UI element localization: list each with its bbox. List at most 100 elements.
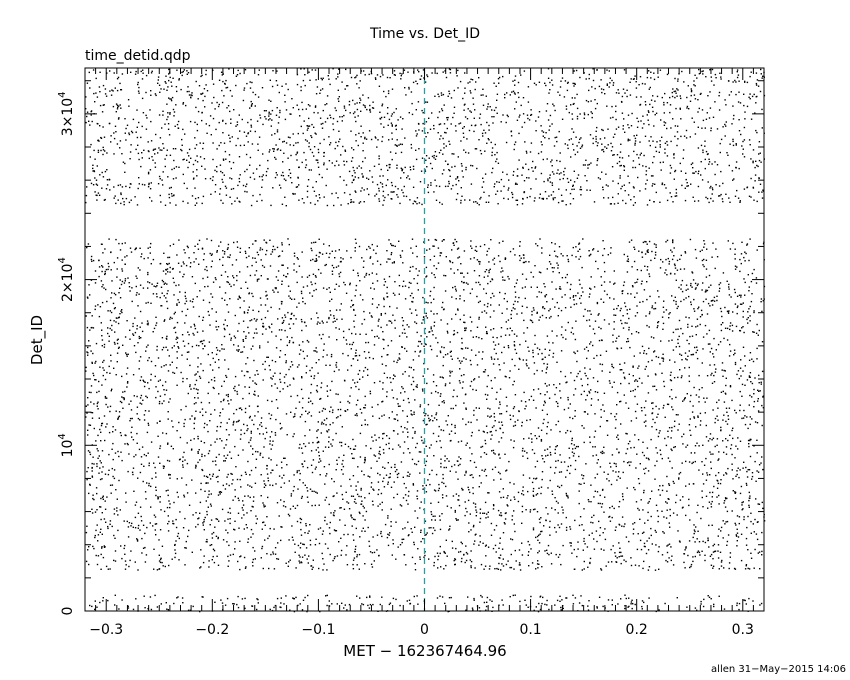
scatter-point bbox=[310, 415, 313, 417]
scatter-point bbox=[498, 242, 501, 244]
scatter-point bbox=[618, 551, 621, 554]
scatter-point bbox=[314, 275, 317, 277]
scatter-point bbox=[690, 563, 693, 566]
scatter-point bbox=[533, 362, 536, 364]
scatter-point bbox=[216, 250, 218, 252]
scatter-point bbox=[91, 361, 93, 364]
scatter-point bbox=[326, 321, 328, 323]
scatter-point bbox=[435, 267, 438, 270]
scatter-point bbox=[156, 349, 158, 351]
scatter-point bbox=[469, 474, 471, 476]
scatter-point bbox=[546, 268, 548, 270]
scatter-point bbox=[418, 451, 421, 453]
scatter-point bbox=[323, 563, 325, 565]
scatter-point bbox=[368, 492, 370, 495]
scatter-point bbox=[600, 451, 602, 454]
scatter-point bbox=[631, 607, 633, 610]
scatter-point bbox=[164, 381, 167, 383]
scatter-point bbox=[280, 526, 282, 528]
scatter-point bbox=[725, 473, 728, 475]
scatter-point bbox=[614, 555, 617, 557]
scatter-point bbox=[124, 434, 126, 436]
scatter-point bbox=[131, 417, 133, 420]
scatter-point bbox=[207, 285, 209, 288]
scatter-point bbox=[750, 552, 752, 554]
scatter-point bbox=[237, 298, 239, 300]
scatter-point bbox=[724, 306, 726, 309]
scatter-point bbox=[441, 306, 443, 309]
scatter-point bbox=[281, 477, 283, 479]
scatter-point bbox=[709, 491, 711, 494]
scatter-point bbox=[194, 325, 196, 327]
scatter-point bbox=[108, 340, 110, 342]
scatter-point bbox=[434, 515, 436, 517]
scatter-point bbox=[512, 415, 514, 417]
scatter-point bbox=[121, 401, 123, 404]
scatter-point bbox=[116, 276, 118, 278]
scatter-point bbox=[376, 245, 378, 247]
scatter-point bbox=[101, 335, 103, 337]
scatter-point bbox=[423, 241, 425, 243]
scatter-point bbox=[100, 440, 102, 442]
scatter-point bbox=[168, 256, 171, 259]
scatter-point bbox=[573, 351, 575, 353]
scatter-point bbox=[588, 390, 590, 393]
scatter-point bbox=[265, 253, 267, 256]
scatter-point bbox=[703, 240, 705, 242]
scatter-point bbox=[333, 512, 335, 514]
scatter-point bbox=[310, 392, 312, 394]
scatter-point bbox=[324, 516, 326, 518]
scatter-point bbox=[172, 243, 175, 245]
scatter-point bbox=[705, 495, 708, 497]
scatter-point bbox=[418, 340, 420, 343]
scatter-point bbox=[207, 482, 209, 484]
scatter-point bbox=[133, 490, 135, 492]
scatter-point bbox=[606, 420, 609, 422]
scatter-point bbox=[122, 397, 124, 399]
scatter-point bbox=[475, 407, 477, 409]
scatter-point bbox=[271, 385, 273, 387]
scatter-point bbox=[500, 514, 502, 517]
scatter-point bbox=[351, 453, 353, 455]
scatter-point bbox=[704, 559, 706, 562]
scatter-point bbox=[109, 319, 112, 322]
scatter-point bbox=[723, 337, 725, 340]
scatter-point bbox=[334, 257, 336, 259]
scatter-point bbox=[454, 558, 456, 560]
scatter-point bbox=[509, 481, 511, 484]
scatter-point bbox=[612, 334, 614, 336]
scatter-point bbox=[236, 279, 238, 282]
scatter-point bbox=[454, 426, 456, 429]
scatter-point bbox=[87, 404, 89, 406]
scatter-point bbox=[555, 424, 557, 426]
scatter-point bbox=[404, 527, 406, 529]
scatter-point bbox=[649, 295, 651, 298]
scatter-point bbox=[611, 505, 613, 508]
scatter-point bbox=[93, 374, 95, 377]
scatter-point bbox=[514, 394, 517, 396]
scatter-point bbox=[293, 474, 295, 476]
scatter-point bbox=[264, 539, 266, 541]
scatter-point bbox=[216, 518, 219, 521]
scatter-point bbox=[578, 602, 581, 604]
scatter-point bbox=[186, 492, 189, 494]
scatter-point bbox=[685, 358, 687, 360]
scatter-point bbox=[245, 281, 247, 283]
scatter-point bbox=[262, 567, 264, 570]
scatter-point bbox=[147, 322, 149, 324]
scatter-point bbox=[514, 300, 516, 303]
scatter-point bbox=[716, 438, 719, 440]
scatter-point bbox=[485, 425, 488, 427]
scatter-point bbox=[657, 325, 659, 327]
scatter-point bbox=[130, 409, 133, 411]
scatter-point bbox=[693, 417, 696, 419]
scatter-point bbox=[200, 340, 202, 343]
scatter-point bbox=[236, 603, 238, 606]
scatter-point bbox=[138, 337, 141, 340]
scatter-point bbox=[176, 357, 178, 359]
scatter-point bbox=[231, 473, 233, 475]
scatter-point bbox=[251, 486, 253, 488]
scatter-point bbox=[102, 284, 104, 286]
scatter-point bbox=[105, 288, 107, 291]
scatter-point bbox=[710, 347, 713, 350]
